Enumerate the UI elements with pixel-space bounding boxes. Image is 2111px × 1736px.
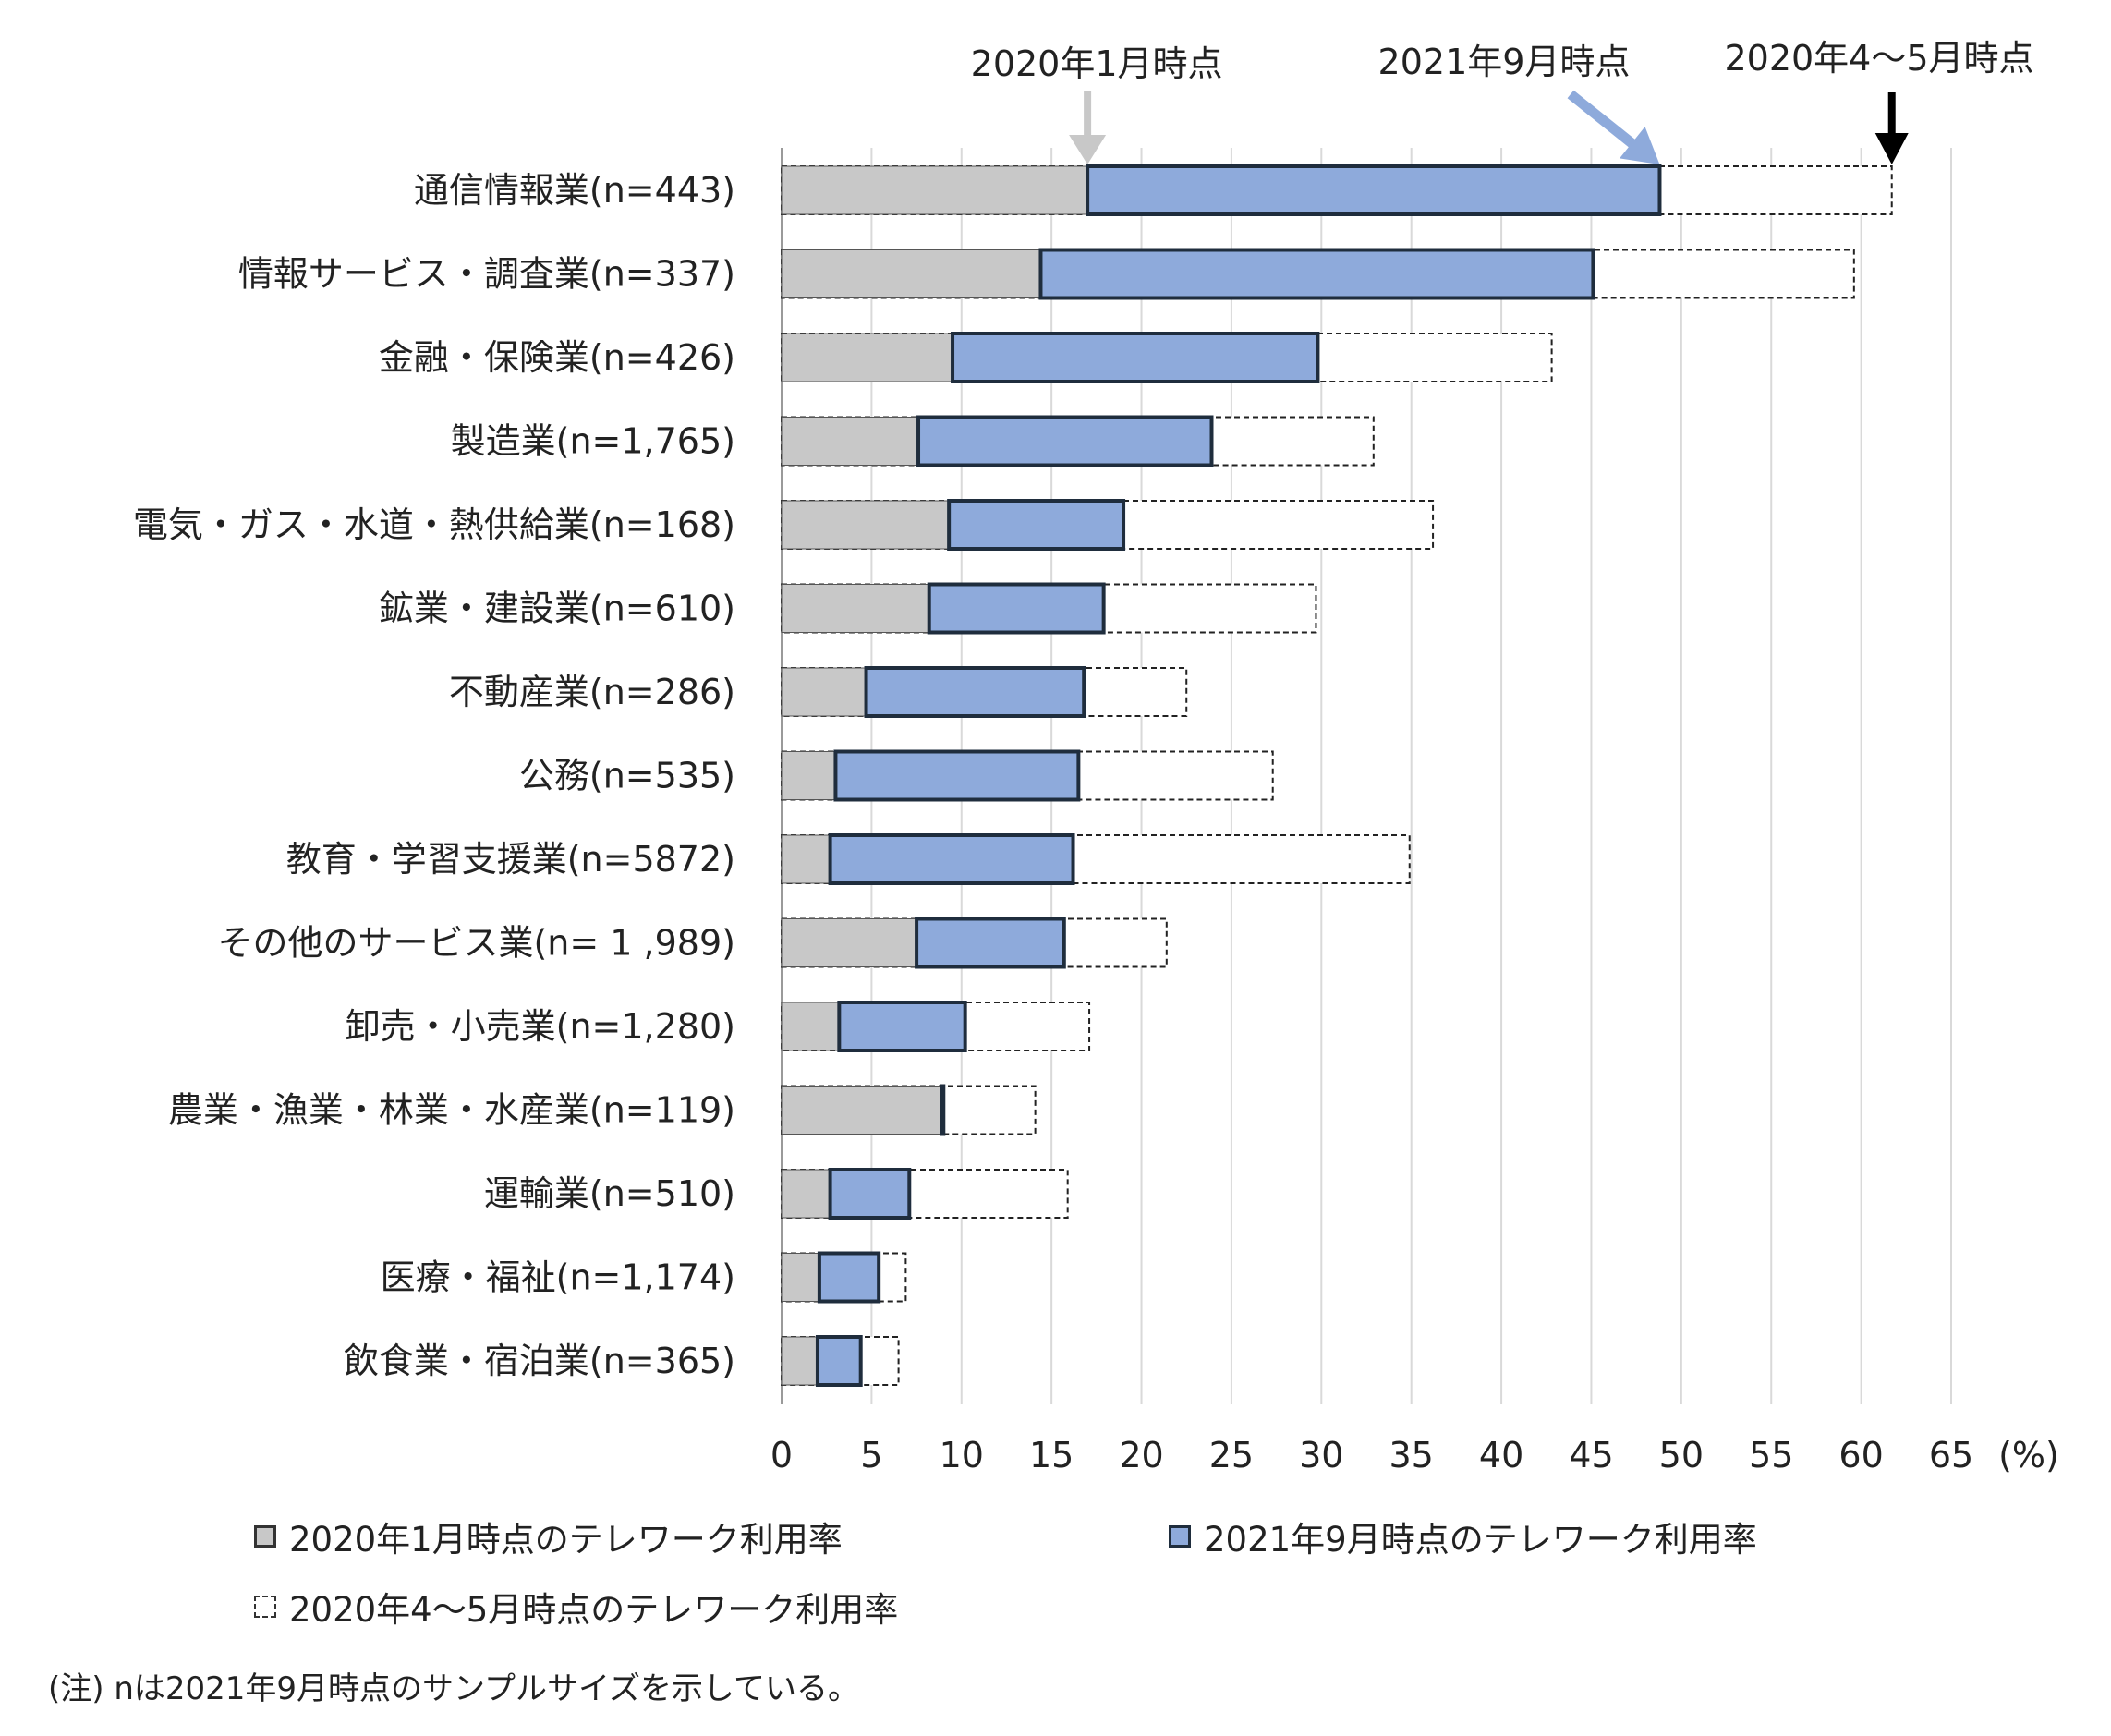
x-tick-label: 45 (1569, 1435, 1613, 1475)
annotations: 2020年1月時点 2021年9月時点 2020年4～5月時点 (971, 38, 2034, 164)
bar-sep (837, 1001, 967, 1052)
x-tick-label: 20 (1119, 1435, 1163, 1475)
category-label: 通信情報業(n=443) (414, 170, 735, 211)
bar-jan (781, 333, 953, 382)
x-tick-label: 5 (860, 1435, 882, 1475)
bar-sep (1038, 248, 1595, 300)
bar-jan (781, 918, 917, 967)
annotation-arrow-sep-head (1620, 127, 1660, 164)
bar-sep (817, 1251, 881, 1304)
bar-sep (927, 582, 1106, 635)
bar-jan (781, 1169, 831, 1219)
category-label: 医療・福祉(n=1,174) (381, 1257, 735, 1298)
category-label: 製造業(n=1,765) (451, 421, 735, 462)
bar-jan (781, 500, 950, 550)
legend-label-sep: 2021年9月時点のテレワーク利用率 (1204, 1520, 1757, 1560)
annotation-arrow-jan-head (1069, 135, 1107, 164)
bar-jan (781, 417, 919, 466)
bar-jan (781, 1086, 942, 1135)
category-label: 不動産業(n=286) (449, 672, 735, 712)
x-tick-label: 30 (1299, 1435, 1343, 1475)
legend-item-jan: 2020年1月時点のテレワーク利用率 (254, 1511, 843, 1561)
bar-sep (815, 1335, 863, 1387)
category-label: 金融・保険業(n=426) (379, 337, 735, 378)
bar-jan (781, 1336, 819, 1386)
bar-sep (828, 833, 1075, 885)
x-tick-label: 50 (1659, 1435, 1704, 1475)
bar-jan (781, 1002, 840, 1051)
bar-jan (781, 1253, 820, 1302)
legend-item-sep: 2021年9月時点のテレワーク利用率 (1169, 1511, 1757, 1561)
annotation-label-apr: 2020年4～5月時点 (1724, 38, 2033, 79)
bar-sep (915, 917, 1066, 969)
annotation-label-jan: 2020年1月時点 (971, 43, 1223, 84)
x-unit-label: (%) (1998, 1435, 2059, 1475)
category-label: 飲食業・宿泊業(n=365) (344, 1341, 735, 1381)
bar-sep (947, 499, 1126, 551)
legend-swatch-jan (254, 1525, 276, 1548)
category-label: 教育・学習支援業(n=5872) (286, 839, 735, 880)
x-tick-label: 0 (770, 1435, 793, 1475)
category-label: 鉱業・建設業(n=610) (379, 589, 735, 629)
legend-item-apr: 2020年4～5月時点のテレワーク利用率 (254, 1582, 898, 1632)
legend-label-jan: 2020年1月時点のテレワーク利用率 (289, 1520, 843, 1560)
legend-swatch-apr (254, 1596, 276, 1618)
bar-jan (781, 249, 1041, 298)
bar-sep (864, 666, 1086, 718)
category-label: 運輸業(n=510) (484, 1173, 735, 1214)
x-tick-label: 40 (1479, 1435, 1523, 1475)
category-label: 卸売・小売業(n=1,280) (346, 1006, 735, 1047)
category-label: 公務(n=535) (519, 756, 735, 796)
footnote: (注) nは2021年9月時点のサンプルサイズを示している。 (48, 1670, 859, 1707)
category-label: 電気・ガス・水道・熱供給業(n=168) (133, 504, 735, 545)
category-label: その他のサービス業(n= 1 ,989) (217, 923, 735, 964)
bar-jan (781, 165, 1088, 215)
category-labels: 通信情報業(n=443) 情報サービス・調査業(n=337) 金融・保険業(n=42… (133, 170, 735, 1381)
category-label: 情報サービス・調査業(n=337) (238, 254, 735, 295)
x-tick-label: 60 (1838, 1435, 1883, 1475)
bar-sep (828, 1168, 912, 1220)
bar-sep (951, 332, 1320, 383)
bar-sep (916, 415, 1214, 467)
x-tick-label: 65 (1929, 1435, 1973, 1475)
annotation-label-sep: 2021年9月時点 (1378, 42, 1631, 82)
x-tick-labels: 0 5 10 15 20 25 30 35 40 45 50 55 60 65 (%) (770, 1435, 2059, 1475)
bar-sep (940, 1084, 946, 1136)
x-tick-label: 10 (940, 1435, 984, 1475)
bar-sep (833, 749, 1081, 802)
bar-jan (781, 584, 930, 633)
bars (781, 164, 1893, 1387)
bar-jan (781, 751, 836, 800)
category-label: 農業・漁業・林業・水産業(n=119) (168, 1090, 735, 1131)
annotation-arrow-apr-head (1874, 133, 1909, 164)
bar-jan (781, 667, 867, 717)
x-tick-label: 25 (1209, 1435, 1254, 1475)
bar-jan (781, 834, 831, 884)
x-tick-label: 55 (1749, 1435, 1793, 1475)
legend-label-apr: 2020年4～5月時点のテレワーク利用率 (289, 1590, 899, 1630)
legend-swatch-sep (1169, 1525, 1191, 1548)
bar-sep (1086, 164, 1662, 216)
x-tick-label: 35 (1389, 1435, 1434, 1475)
x-tick-label: 15 (1029, 1435, 1074, 1475)
